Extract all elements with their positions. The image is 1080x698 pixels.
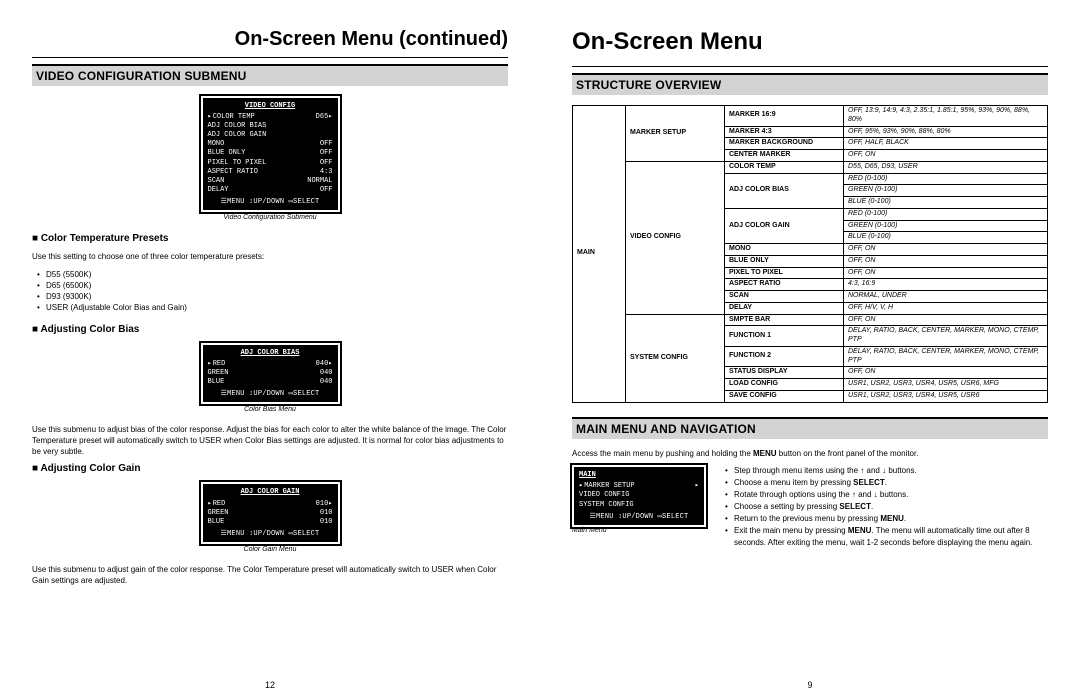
nav-intro: Access the main menu by pushing and hold… — [572, 449, 1048, 460]
color-gain-screen: ADJ COLOR GAINRED010▸ GREEN010 BLUE010☰M… — [32, 482, 508, 552]
video-config-header: VIDEO CONFIGURATION SUBMENU — [32, 64, 508, 86]
nav-header: MAIN MENU AND NAVIGATION — [572, 417, 1048, 439]
structure-table: MAINMARKER SETUPMARKER 16:9OFF, 13:9, 14… — [572, 105, 1048, 403]
structure-header: STRUCTURE OVERVIEW — [572, 73, 1048, 95]
video-config-screen: VIDEO CONFIGCOLOR TEMPD65▸ ADJ COLOR BIA… — [32, 96, 508, 221]
right-page-title: On-Screen Menu — [572, 28, 1048, 56]
color-gain-heading: Adjusting Color Gain — [32, 463, 508, 474]
right-pagenum: 9 — [807, 680, 812, 690]
rule — [572, 66, 1048, 67]
color-bias-text: Use this submenu to adjust bias of the c… — [32, 425, 508, 457]
color-temp-text: Use this setting to choose one of three … — [32, 252, 508, 263]
left-page: On-Screen Menu (continued) VIDEO CONFIGU… — [0, 0, 540, 698]
left-pagenum: 12 — [265, 680, 275, 690]
color-bias-screen: ADJ COLOR BIASRED040▸ GREEN040 BLUE040☰M… — [32, 343, 508, 413]
color-gain-text: Use this submenu to adjust gain of the c… — [32, 565, 508, 587]
right-page: On-Screen Menu STRUCTURE OVERVIEW MAINMA… — [540, 0, 1080, 698]
left-page-title: On-Screen Menu (continued) — [32, 28, 508, 51]
nav-instructions: Step through menu items using the ↑ and … — [722, 465, 1048, 549]
main-menu-screen: MAINMARKER SETUP▸ VIDEO CONFIG SYSTEM CO… — [572, 465, 706, 545]
color-bias-heading: Adjusting Color Bias — [32, 324, 508, 335]
rule — [32, 57, 508, 58]
color-temp-heading: Color Temperature Presets — [32, 233, 508, 244]
nav-row: MAINMARKER SETUP▸ VIDEO CONFIG SYSTEM CO… — [572, 465, 1048, 549]
color-temp-list: D55 (5500K)D65 (6500K)D93 (9300K)USER (A… — [32, 269, 508, 314]
